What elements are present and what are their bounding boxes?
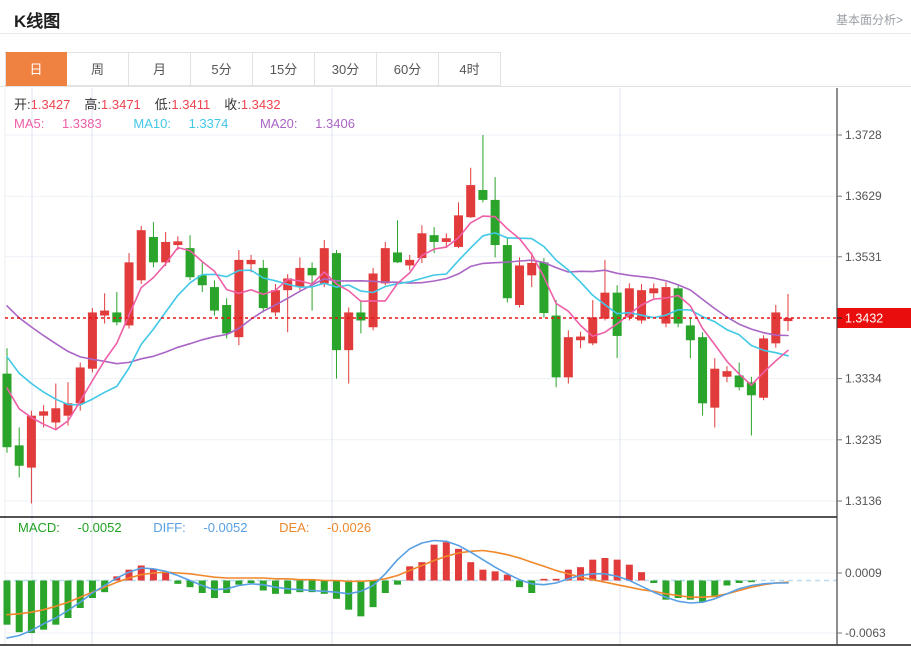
close-value: 1.3432: [240, 97, 281, 112]
low-value: 1.3411: [171, 97, 211, 112]
ma5-line: [6, 215, 789, 431]
candles-layer: [2, 135, 793, 504]
high-label: 高:: [84, 97, 102, 112]
last-price-tag: 1.3432: [837, 308, 911, 328]
ma5-value: MA5: 1.3383: [14, 116, 102, 131]
main-axis-label: 1.3531: [845, 250, 882, 264]
tab-月[interactable]: 月: [129, 52, 191, 86]
ma-header: MA5: 1.3383 MA10: 1.3374 MA20: 1.3406: [14, 116, 383, 131]
ma10-value: MA10: 1.3374: [133, 116, 229, 131]
ma20-line: [6, 259, 789, 365]
macd-axis-label: -0.0063: [845, 626, 886, 640]
fundamental-analysis-link[interactable]: 基本面分析>: [835, 13, 903, 27]
dea-line: [6, 549, 789, 616]
macd-layer: [3, 542, 837, 633]
tab-bar: 日周月 5分 15分 30分 60分 4时: [5, 52, 501, 86]
tab-30分[interactable]: 30分: [315, 52, 377, 86]
macd-header: MACD: -0.0052 DIFF: -0.0052 DEA: -0.0026: [18, 520, 399, 535]
ma20-value: MA20: 1.3406: [259, 116, 355, 131]
panel-dividers: [0, 516, 911, 646]
diff-value: DIFF: -0.0052: [153, 520, 248, 535]
ohlc-header: 开:1.3427 高:1.3471 低:1.3411 收:1.3432: [14, 94, 295, 113]
main-axis-label: 1.3728: [845, 128, 882, 142]
low-label: 低:: [154, 97, 172, 112]
tab-60分[interactable]: 60分: [377, 52, 439, 86]
last-price-tag-text: 1.3432: [845, 312, 883, 326]
open-value: 1.3427: [30, 97, 71, 112]
close-label: 收:: [224, 97, 241, 112]
tab-bar-underline: [0, 86, 911, 87]
dea-value: DEA: -0.0026: [279, 520, 372, 535]
diff-line: [6, 539, 789, 639]
tab-4时[interactable]: 4时: [439, 52, 501, 86]
title-divider: [0, 33, 911, 34]
main-axis-label: 1.3334: [845, 372, 882, 386]
y-axis: 1.3728 1.3629 1.3531 1.3334 1.3235 1.3136 0.00…: [836, 88, 886, 645]
high-value: 1.3471: [101, 97, 141, 112]
page-title: K线图: [14, 12, 61, 31]
macd-axis-label: 0.0009: [845, 566, 882, 580]
tab-5分[interactable]: 5分: [191, 52, 253, 86]
tab-日[interactable]: 日: [5, 52, 67, 86]
main-axis-label: 1.3235: [845, 433, 882, 447]
macd-value: MACD: -0.0052: [18, 520, 122, 535]
main-axis-label: 1.3136: [845, 494, 882, 508]
tab-周[interactable]: 周: [67, 52, 129, 86]
tab-15分[interactable]: 15分: [253, 52, 315, 86]
open-label: 开:: [14, 97, 31, 112]
main-axis-label: 1.3629: [845, 189, 882, 203]
